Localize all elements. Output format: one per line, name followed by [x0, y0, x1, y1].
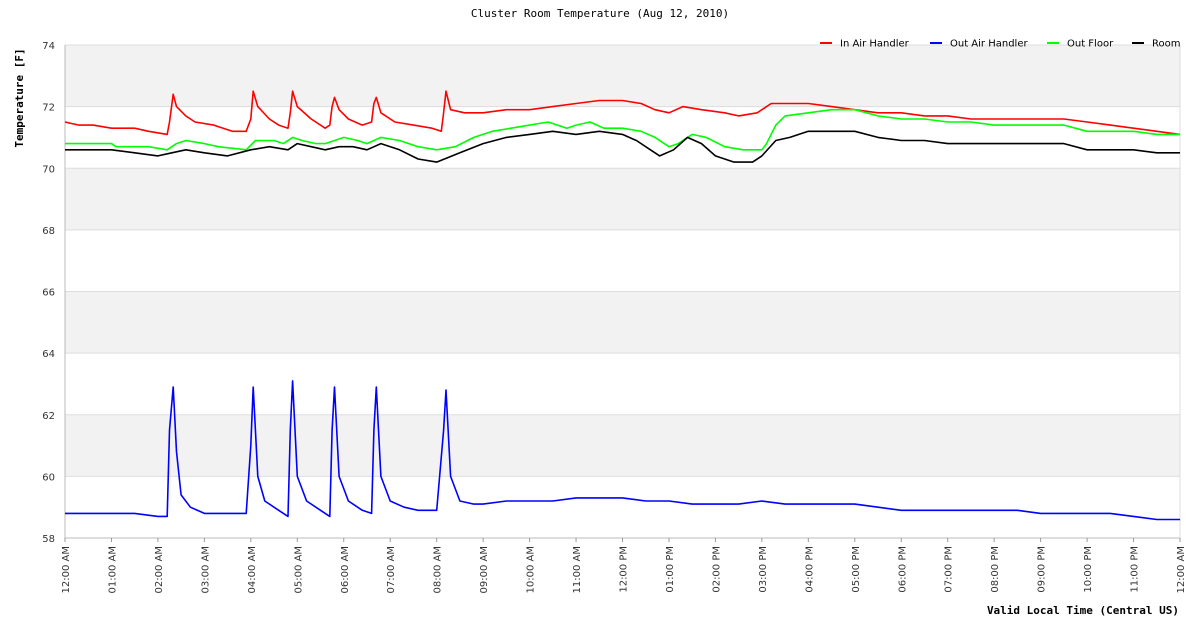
x-tick-labels: 12:00 AM 01:00 AM 02:00 AM 03:00 AM 04:00 AM… [61, 538, 1187, 593]
x-tick-label: 06:00 PM [897, 546, 908, 593]
y-tick-label: 68 [42, 226, 55, 237]
x-tick-label: 03:00 PM [758, 546, 769, 593]
x-tick-label: 10:00 AM [526, 546, 537, 593]
x-tick-label: 01:00 PM [665, 546, 676, 593]
x-tick-label: 04:00 PM [804, 546, 815, 593]
grid-band [65, 45, 1180, 107]
y-tick-label: 64 [42, 349, 55, 360]
series-line-in-air-handler [64, 90, 1181, 136]
y-tick-label: 58 [42, 534, 55, 545]
chart-title: Cluster Room Temperature (Aug 12, 2010) [471, 7, 729, 20]
grid-band [65, 476, 1180, 538]
x-tick-label: 06:00 AM [340, 546, 351, 593]
x-tick-label: 09:00 PM [1037, 546, 1048, 593]
x-tick-label: 02:00 AM [154, 546, 165, 593]
x-tick-label: 10:00 PM [1083, 546, 1094, 593]
x-tick-label: 11:00 PM [1130, 546, 1141, 593]
grid-band [65, 414, 1180, 477]
x-tick-label: 04:00 AM [247, 546, 258, 593]
legend-label: Out Air Handler [950, 39, 1028, 50]
x-tick-label: 08:00 AM [433, 546, 444, 593]
grid-band [65, 353, 1180, 415]
y-tick-label: 66 [42, 288, 55, 299]
y-axis-title: Temperature [F] [13, 48, 26, 147]
x-tick-label: 12:00 AM [61, 546, 72, 593]
series-layer [64, 90, 1181, 521]
series-line-out-air-handler [65, 380, 1180, 521]
legend-label: Room [1152, 39, 1180, 50]
series-line-out-floor [65, 108, 1180, 151]
y-tick-label: 70 [42, 164, 55, 175]
x-tick-label: 12:00 PM [619, 546, 630, 593]
grid-bands [65, 45, 1180, 538]
grid-band [65, 168, 1180, 230]
x-axis-title: Valid Local Time (Central US) [987, 604, 1179, 617]
grid-band [65, 229, 1180, 292]
x-tick-label: 12:00 AM [1176, 546, 1187, 593]
legend-label: In Air Handler [840, 39, 910, 50]
grid-band [65, 291, 1180, 354]
x-tick-label: 09:00 AM [479, 546, 490, 593]
x-tick-label: 02:00 PM [711, 546, 722, 593]
y-tick-labels: 58 60 62 64 66 68 70 72 74 [42, 41, 55, 545]
x-tick-label: 07:00 AM [386, 546, 397, 593]
x-tick-label: 03:00 AM [200, 546, 211, 593]
grid-band [65, 106, 1180, 169]
x-tick-label: 05:00 PM [851, 546, 862, 593]
x-tick-label: 11:00 AM [572, 546, 583, 593]
x-tick-label: 05:00 AM [293, 546, 304, 593]
legend: In Air Handler Out Air Handler Out Floor Ro… [820, 39, 1180, 50]
y-tick-label: 74 [42, 41, 55, 52]
x-tick-label: 01:00 AM [107, 546, 118, 593]
y-tick-label: 60 [42, 472, 55, 483]
y-tick-label: 62 [42, 411, 55, 422]
x-tick-label: 07:00 PM [944, 546, 955, 593]
x-tick-label: 08:00 PM [990, 546, 1001, 593]
series-line-room [65, 130, 1180, 163]
legend-label: Out Floor [1067, 39, 1114, 50]
y-tick-label: 72 [42, 103, 55, 114]
